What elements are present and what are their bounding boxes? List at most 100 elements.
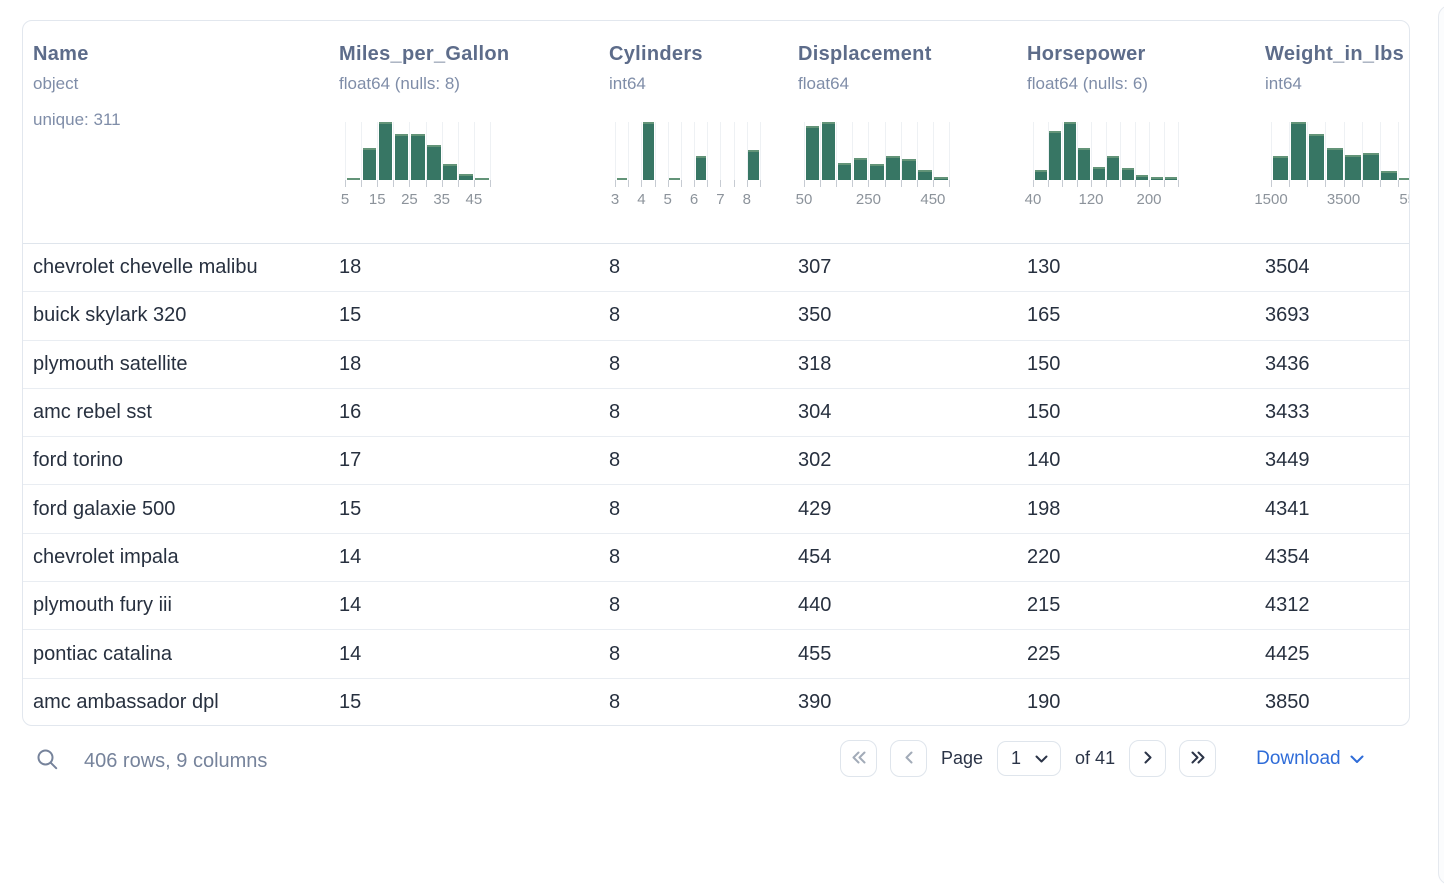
cell-weight-in-lbs: 4354 [1265, 545, 1310, 568]
cell-miles-per-gallon: 14 [339, 642, 362, 665]
cell-displacement: 304 [798, 401, 832, 424]
cell-name: ford galaxie 500 [33, 497, 176, 520]
search-icon [36, 748, 59, 774]
cell-cylinders: 8 [609, 352, 621, 375]
last-page-button[interactable] [1179, 740, 1217, 777]
cell-cylinders: 8 [609, 497, 621, 520]
page-label: Page [941, 748, 984, 768]
cell-cylinders: 8 [609, 642, 621, 665]
column-dtype: int64 [609, 74, 646, 93]
cell-displacement: 350 [798, 304, 832, 327]
status-bar-left: 406 rows, 9 columns [36, 748, 267, 774]
pagination-controls: Page 1 of 41 [840, 740, 1364, 777]
table-row: pontiac catalina 14 8 455 225 4425 [23, 630, 1409, 679]
column-header-weight-in-lbs[interactable]: Weight_in_lbs int64 150035005500 [1254, 43, 1409, 243]
column-title: Miles_per_Gallon [339, 43, 510, 65]
cell-weight-in-lbs: 3449 [1265, 449, 1310, 472]
cell-cylinders: 8 [609, 304, 621, 327]
cell-name: amc rebel sst [33, 401, 152, 424]
column-title: Displacement [798, 43, 932, 65]
cell-displacement: 455 [798, 642, 832, 665]
chevron-down-icon [1035, 748, 1048, 769]
table-body: chevrolet chevelle malibu 18 8 307 130 3… [23, 244, 1409, 725]
chevron-down-icon [1350, 748, 1364, 770]
cell-horsepower: 215 [1027, 594, 1061, 617]
table-row: buick skylark 320 15 8 350 165 3693 [23, 292, 1409, 341]
table-header-row: Name object unique: 311 Miles_per_Gallon… [23, 21, 1409, 244]
horsepower-histogram[interactable]: 40 120 200 [1025, 122, 1179, 210]
cell-weight-in-lbs: 3850 [1265, 691, 1310, 714]
table-row: ford torino 17 8 302 140 3449 [23, 437, 1409, 486]
displacement-histogram[interactable]: 50 250 450 [796, 122, 950, 210]
cell-horsepower: 150 [1027, 401, 1061, 424]
cell-miles-per-gallon: 17 [339, 449, 362, 472]
miles-per-gallon-histogram[interactable]: 5 15 25 35 45 [341, 122, 491, 210]
cell-cylinders: 8 [609, 545, 621, 568]
cell-weight-in-lbs: 3436 [1265, 352, 1310, 375]
first-page-button[interactable] [840, 740, 877, 777]
cell-name: pontiac catalina [33, 642, 172, 665]
row-column-count: 406 rows, 9 columns [84, 749, 268, 772]
cell-horsepower: 198 [1027, 497, 1061, 520]
column-dtype: float64 (nulls: 6) [1027, 74, 1148, 93]
page-select[interactable]: 1 [997, 741, 1062, 776]
cell-horsepower: 150 [1027, 352, 1061, 375]
cell-miles-per-gallon: 15 [339, 691, 362, 714]
cell-weight-in-lbs: 3504 [1265, 256, 1310, 279]
column-header-miles-per-gallon[interactable]: Miles_per_Gallon float64 (nulls: 8) 5 15 2… [329, 43, 599, 243]
double-chevron-right-icon [1190, 750, 1206, 768]
download-button[interactable]: Download [1256, 748, 1364, 770]
column-title: Cylinders [609, 43, 703, 65]
table-row: chevrolet impala 14 8 454 220 4354 [23, 534, 1409, 583]
cell-miles-per-gallon: 18 [339, 256, 362, 279]
double-chevron-left-icon [851, 750, 867, 768]
cell-name: chevrolet chevelle malibu [33, 256, 258, 279]
column-dtype: float64 [798, 74, 850, 93]
table-row: amc ambassador dpl 15 8 390 190 3850 [23, 679, 1409, 725]
search-button[interactable] [36, 748, 59, 774]
page-select-value: 1 [1011, 748, 1022, 768]
table-row: chevrolet chevelle malibu 18 8 307 130 3… [23, 244, 1409, 293]
prev-page-button[interactable] [890, 740, 927, 777]
cell-displacement: 440 [798, 594, 832, 617]
next-page-button[interactable] [1129, 740, 1167, 777]
cell-horsepower: 130 [1027, 256, 1061, 279]
cell-displacement: 302 [798, 449, 832, 472]
cell-horsepower: 225 [1027, 642, 1061, 665]
cell-miles-per-gallon: 18 [339, 352, 362, 375]
cell-horsepower: 140 [1027, 449, 1061, 472]
cell-cylinders: 8 [609, 256, 621, 279]
cell-weight-in-lbs: 3433 [1265, 401, 1310, 424]
cell-horsepower: 190 [1027, 691, 1061, 714]
page-total-label: of 41 [1075, 748, 1116, 768]
column-header-displacement[interactable]: Displacement float64 50 250 450 [788, 43, 1017, 243]
column-dtype: float64 (nulls: 8) [339, 74, 460, 93]
column-unique-count: unique: 311 [33, 110, 121, 129]
cell-miles-per-gallon: 14 [339, 594, 362, 617]
cell-displacement: 390 [798, 691, 832, 714]
cell-weight-in-lbs: 4341 [1265, 497, 1310, 520]
column-title: Name [33, 43, 89, 65]
cell-name: chevrolet impala [33, 545, 179, 568]
status-bar: 406 rows, 9 columns Page 1 [22, 726, 1422, 810]
cell-displacement: 307 [798, 256, 832, 279]
column-title: Horsepower [1027, 43, 1146, 65]
cell-displacement: 454 [798, 545, 832, 568]
column-title: Weight_in_lbs [1265, 43, 1405, 65]
column-header-name[interactable]: Name object unique: 311 [23, 43, 329, 243]
column-header-horsepower[interactable]: Horsepower float64 (nulls: 6) 40 120 200 [1017, 43, 1255, 243]
download-label: Download [1256, 747, 1341, 769]
cell-displacement: 429 [798, 497, 832, 520]
cell-name: buick skylark 320 [33, 304, 187, 327]
column-dtype: int64 [1265, 74, 1302, 93]
cell-miles-per-gallon: 15 [339, 304, 362, 327]
weight-in-lbs-histogram[interactable]: 150035005500 [1254, 122, 1409, 210]
chevron-left-icon [902, 750, 916, 768]
cell-cylinders: 8 [609, 691, 621, 714]
cell-name: amc ambassador dpl [33, 691, 219, 714]
cell-displacement: 318 [798, 352, 832, 375]
cell-weight-in-lbs: 4425 [1265, 642, 1310, 665]
column-dtype: object [33, 74, 79, 93]
